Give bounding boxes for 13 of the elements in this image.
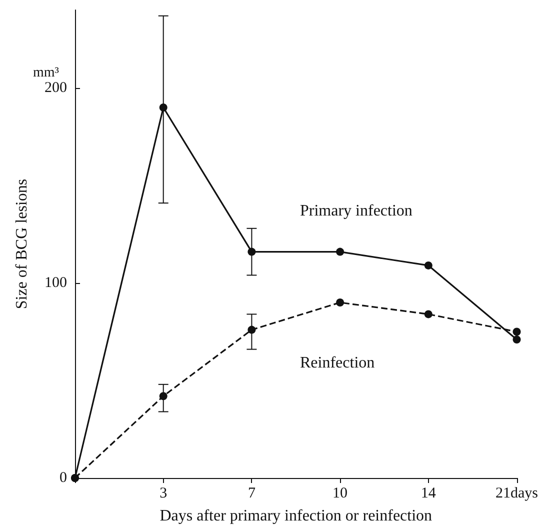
x-tick-label: 3 xyxy=(160,486,168,502)
y-tick-label: 200 xyxy=(44,80,67,96)
y-tick-label: 100 xyxy=(44,275,67,291)
text: mm³ xyxy=(33,66,59,80)
x-tick-label: 7 xyxy=(248,486,256,502)
text: Primary infection xyxy=(300,202,412,220)
x-tick-label: 21days xyxy=(496,486,538,502)
text: Reinfection xyxy=(300,354,375,372)
x-tick-label: 14 xyxy=(420,486,436,502)
x-tick-label: 10 xyxy=(332,486,348,502)
y-axis-title: Size of BCG lesions xyxy=(14,178,30,310)
y-tick-label: 0 xyxy=(60,470,67,486)
x-axis-title: Days after primary infection or reinfection xyxy=(160,508,432,524)
